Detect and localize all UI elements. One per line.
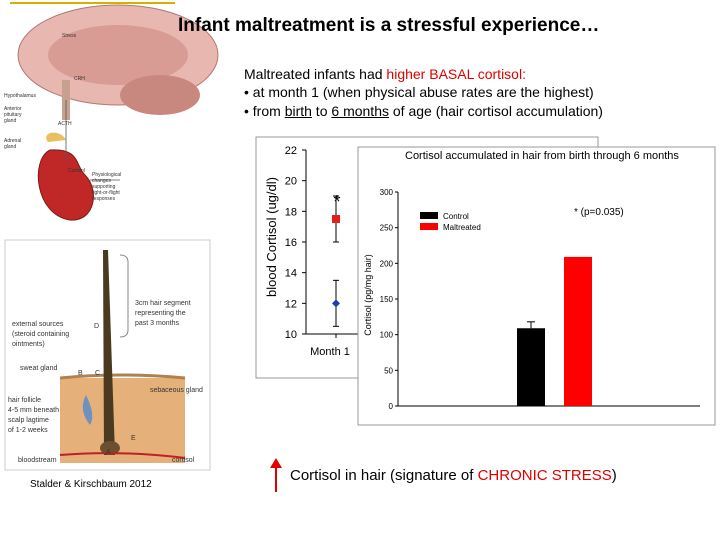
hair-illustration: 3cm hair segment representing the past 3… <box>4 239 211 471</box>
brain-label: changes <box>92 178 111 184</box>
brain-label: Hypothalamus <box>4 93 36 99</box>
legend-swatch <box>420 212 438 219</box>
legend-swatch <box>420 223 438 230</box>
brain-label: Cortisol <box>68 168 85 174</box>
line-chart: 10 12 14 16 18 20 22 blood Cortisol (ug/dl) Mont… <box>264 145 598 358</box>
y-tick-label: 16 <box>285 237 297 249</box>
brain-label: supporting <box>92 184 116 190</box>
hair-label: ointments) <box>12 341 45 348</box>
y-tick-label: 0 <box>389 402 394 411</box>
y-axis-label: Cortisol (pg/mg hair) <box>363 254 373 336</box>
hair-label: hair follicle <box>8 397 41 404</box>
brain-label: Stress <box>62 33 77 39</box>
y-tick-label: 300 <box>380 188 394 197</box>
hair-label: representing the <box>135 310 186 317</box>
arrow-head <box>270 458 282 468</box>
text: • at month 1 (when physical abuse rates … <box>244 84 594 100</box>
legend-label: Maltreated <box>443 223 481 232</box>
y-tick-label: 150 <box>380 295 394 304</box>
brain-label: Physiological <box>92 172 121 178</box>
bullet: • at month 1 (when physical abuse rates … <box>244 84 594 100</box>
y-axis-label: blood Cortisol (ug/dl) <box>264 177 279 297</box>
y-tick-label: 50 <box>384 366 393 375</box>
y-tick-label: 14 <box>285 268 297 280</box>
y-tick-label: 12 <box>285 298 297 310</box>
hair-label: cortisol <box>172 457 195 464</box>
y-tick-label: 250 <box>380 224 394 233</box>
hair-label: past 3 months <box>135 320 179 327</box>
chart-title: Cortisol accumulated in hair from birth … <box>405 150 679 162</box>
point <box>332 215 340 223</box>
bar <box>517 328 545 406</box>
brain-label: fight-or-flight <box>92 190 120 196</box>
intro: Maltreated infants had higher BASAL cort… <box>244 66 526 82</box>
y-tick-label: 22 <box>285 145 297 157</box>
hair-label: (steroid containing <box>12 331 69 338</box>
bar-chart: Cortisol accumulated in hair from birth … <box>363 150 700 411</box>
legend-label: Control <box>443 212 469 221</box>
annotation: * <box>333 192 340 212</box>
brain-label: Adrenal <box>4 138 21 144</box>
hair-label: 4-5 mm beneath <box>8 407 59 414</box>
bar <box>564 256 592 406</box>
hair-label: scalp lagtime <box>8 417 49 424</box>
hair-label: 3cm hair segment <box>135 300 191 307</box>
annotation: * (p=0.035) <box>574 207 624 218</box>
x-tick-label: Month 1 <box>310 346 350 358</box>
brain-label: ACTH <box>58 121 72 127</box>
y-tick-label: 200 <box>380 259 394 268</box>
text: • from <box>244 103 285 119</box>
hair-label: bloodstream <box>18 457 57 464</box>
slide-title: Infant maltreatment is a stressful exper… <box>178 15 600 36</box>
brain-label: gland <box>4 118 16 124</box>
hair-label: D <box>94 323 99 330</box>
y-tick-label: 18 <box>285 206 297 218</box>
y-tick-label: 10 <box>285 329 297 341</box>
brain-label: responses <box>92 196 116 202</box>
brain-label: pituitary <box>4 112 22 118</box>
text: birth <box>284 103 312 119</box>
brain-label: CRH <box>74 76 85 82</box>
highlight: CHRONIC STRESS <box>477 467 612 484</box>
highlight: higher BASAL cortisol: <box>386 66 526 82</box>
hair-label: E <box>131 435 136 442</box>
brain-label: gland <box>4 144 16 150</box>
hair-label: sweat gland <box>20 365 57 372</box>
text: to <box>311 103 332 119</box>
point <box>332 299 340 308</box>
bullet: • from birth to 6 months of age (hair co… <box>244 103 603 119</box>
brain-illustration: Stress CRH Hypothalamus Anterior pituita… <box>0 0 230 230</box>
y-tick-label: 20 <box>285 176 297 188</box>
citation: Stalder & Kirschbaum 2012 <box>30 479 152 490</box>
hair-label: of 1-2 weeks <box>8 427 48 434</box>
hair-label: B <box>78 370 83 377</box>
hair-label: A <box>106 449 111 456</box>
hair-label: sebaceous gland <box>150 387 203 394</box>
brain-label: Anterior <box>4 106 22 112</box>
text: Maltreated infants had <box>244 66 387 82</box>
text: ) <box>611 467 617 484</box>
footer: Cortisol in hair (signature of CHRONIC S… <box>290 467 617 484</box>
hair-label: external sources <box>12 321 64 328</box>
text: 6 months <box>331 103 389 119</box>
y-tick-label: 100 <box>380 331 394 340</box>
text: of age (hair cortisol accumulation) <box>388 103 603 119</box>
text: Cortisol in hair (signature of <box>290 467 478 484</box>
hair-label: C <box>95 370 100 377</box>
